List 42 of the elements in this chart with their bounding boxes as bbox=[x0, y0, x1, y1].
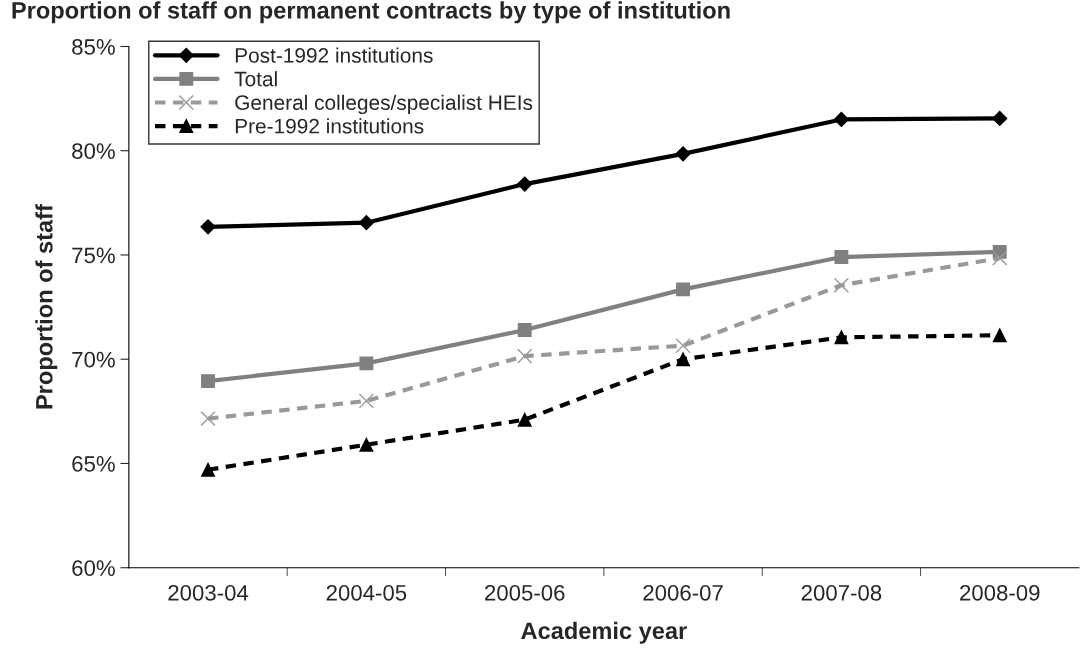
point bbox=[992, 328, 1007, 343]
y-tick-label: 85% bbox=[72, 39, 115, 55]
x-tick-label: 2006-07 bbox=[643, 584, 723, 601]
point bbox=[676, 352, 690, 367]
point bbox=[200, 219, 216, 235]
point bbox=[358, 215, 374, 231]
point bbox=[201, 374, 215, 389]
x-tick-label: 2003-04 bbox=[168, 584, 249, 601]
legend-label: Total bbox=[234, 71, 277, 87]
y-tick-label: 75% bbox=[72, 247, 115, 264]
point bbox=[676, 282, 690, 297]
y-axis-title: Proportion of staff bbox=[35, 204, 58, 409]
point bbox=[517, 323, 532, 337]
x-tick-label: 2008-09 bbox=[960, 584, 1040, 601]
legend-label: General colleges/specialist HEIs bbox=[235, 94, 533, 115]
point bbox=[834, 330, 849, 345]
point bbox=[201, 462, 215, 477]
x-tick-label: 2007-08 bbox=[801, 584, 882, 601]
x-axis-title: Academic year bbox=[521, 621, 687, 644]
point bbox=[833, 111, 849, 128]
y-tick-label: 80% bbox=[72, 143, 115, 159]
legend-label: Post-1992 institutions bbox=[235, 47, 433, 63]
point bbox=[358, 393, 375, 409]
point bbox=[517, 412, 532, 427]
point bbox=[359, 437, 374, 452]
point bbox=[992, 110, 1008, 126]
y-tick-label: 60% bbox=[72, 560, 115, 576]
point bbox=[992, 250, 1008, 266]
point bbox=[517, 348, 533, 364]
point bbox=[200, 411, 216, 427]
point bbox=[833, 277, 850, 293]
point bbox=[834, 250, 849, 265]
x-tick-label: 2004-05 bbox=[326, 584, 407, 601]
point bbox=[359, 356, 374, 371]
legend-label: Pre-1992 institutions bbox=[235, 118, 424, 134]
chart-title: Proportion of staff on permanent contracts by type of institution bbox=[12, 1, 730, 24]
y-tick-label: 65% bbox=[72, 456, 115, 472]
point bbox=[517, 176, 533, 192]
x-tick-label: 2005-06 bbox=[485, 584, 565, 601]
point bbox=[675, 338, 691, 354]
point bbox=[675, 146, 691, 162]
y-tick-label: 70% bbox=[72, 351, 115, 368]
